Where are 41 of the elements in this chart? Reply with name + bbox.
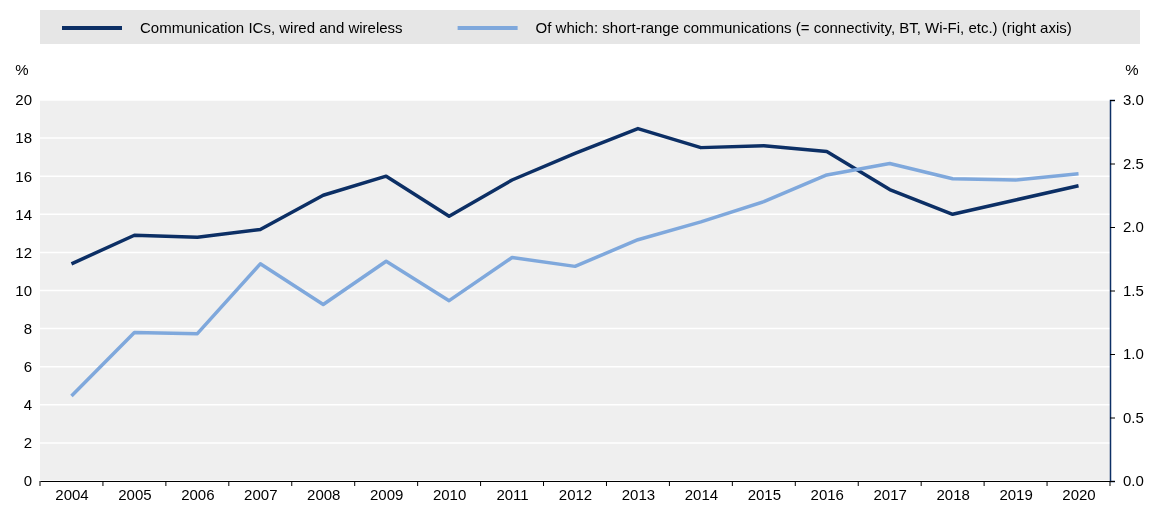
y-tick-label: 4: [23, 396, 32, 414]
x-tick-label: 2014: [684, 485, 719, 503]
y-tick-label: 16: [15, 167, 32, 185]
x-tick-label: 2018: [936, 485, 970, 503]
x-tick-label: 2013: [621, 485, 656, 503]
y2-tick-label: 1.0: [1123, 345, 1144, 363]
x-tick-label: 2005: [118, 485, 152, 503]
legend-label: Communication ICs, wired and wireless: [140, 19, 403, 36]
x-tick-label: 2010: [432, 485, 467, 503]
y-tick-label: 6: [23, 358, 32, 375]
x-tick-label: 2009: [369, 485, 404, 503]
y2-tick-label: 1.5: [1123, 281, 1144, 299]
x-tick-label: 2020: [1062, 485, 1096, 503]
y2-tick-label: 2.0: [1123, 218, 1144, 236]
x-tick-label: 2011: [496, 485, 529, 503]
x-tick-label: 2004: [55, 485, 89, 503]
y2-tick-label: 0.0: [1123, 472, 1144, 490]
y-tick-label: 2: [23, 434, 32, 452]
x-tick-label: 2016: [810, 485, 844, 503]
x-tick-label: 2006: [181, 485, 215, 503]
line-series: [69, 161, 1081, 398]
y-tick-label: 0: [23, 472, 32, 490]
x-tick-label: 2007: [244, 485, 278, 503]
x-tick-label: 2017: [873, 485, 907, 503]
x-tick-label: 2012: [558, 485, 593, 503]
legend-label: Of which: short-range communications (= connectivity, BT, Wi-Fi, etc.) (right axis): [535, 19, 1072, 36]
line-series: [69, 126, 1081, 266]
y-tick-label: 12: [15, 243, 32, 261]
x-tick-label: 2008: [307, 485, 341, 503]
x-tick-label: 2019: [999, 485, 1033, 503]
y-tick-label: 20: [15, 91, 32, 109]
x-tick-label: 2015: [747, 485, 782, 503]
y2-tick-label: 2.5: [1123, 154, 1144, 172]
y2-tick-label: 3.0: [1123, 91, 1144, 109]
y2-axis-title: %: [1125, 61, 1139, 78]
y-tick-label: 18: [15, 129, 32, 147]
y-tick-label: 14: [15, 205, 32, 223]
y2-tick-label: 0.5: [1123, 408, 1144, 426]
y-tick-label: 10: [15, 281, 32, 299]
y-tick-label: 8: [23, 319, 32, 337]
y-axis-title: %: [15, 61, 29, 78]
